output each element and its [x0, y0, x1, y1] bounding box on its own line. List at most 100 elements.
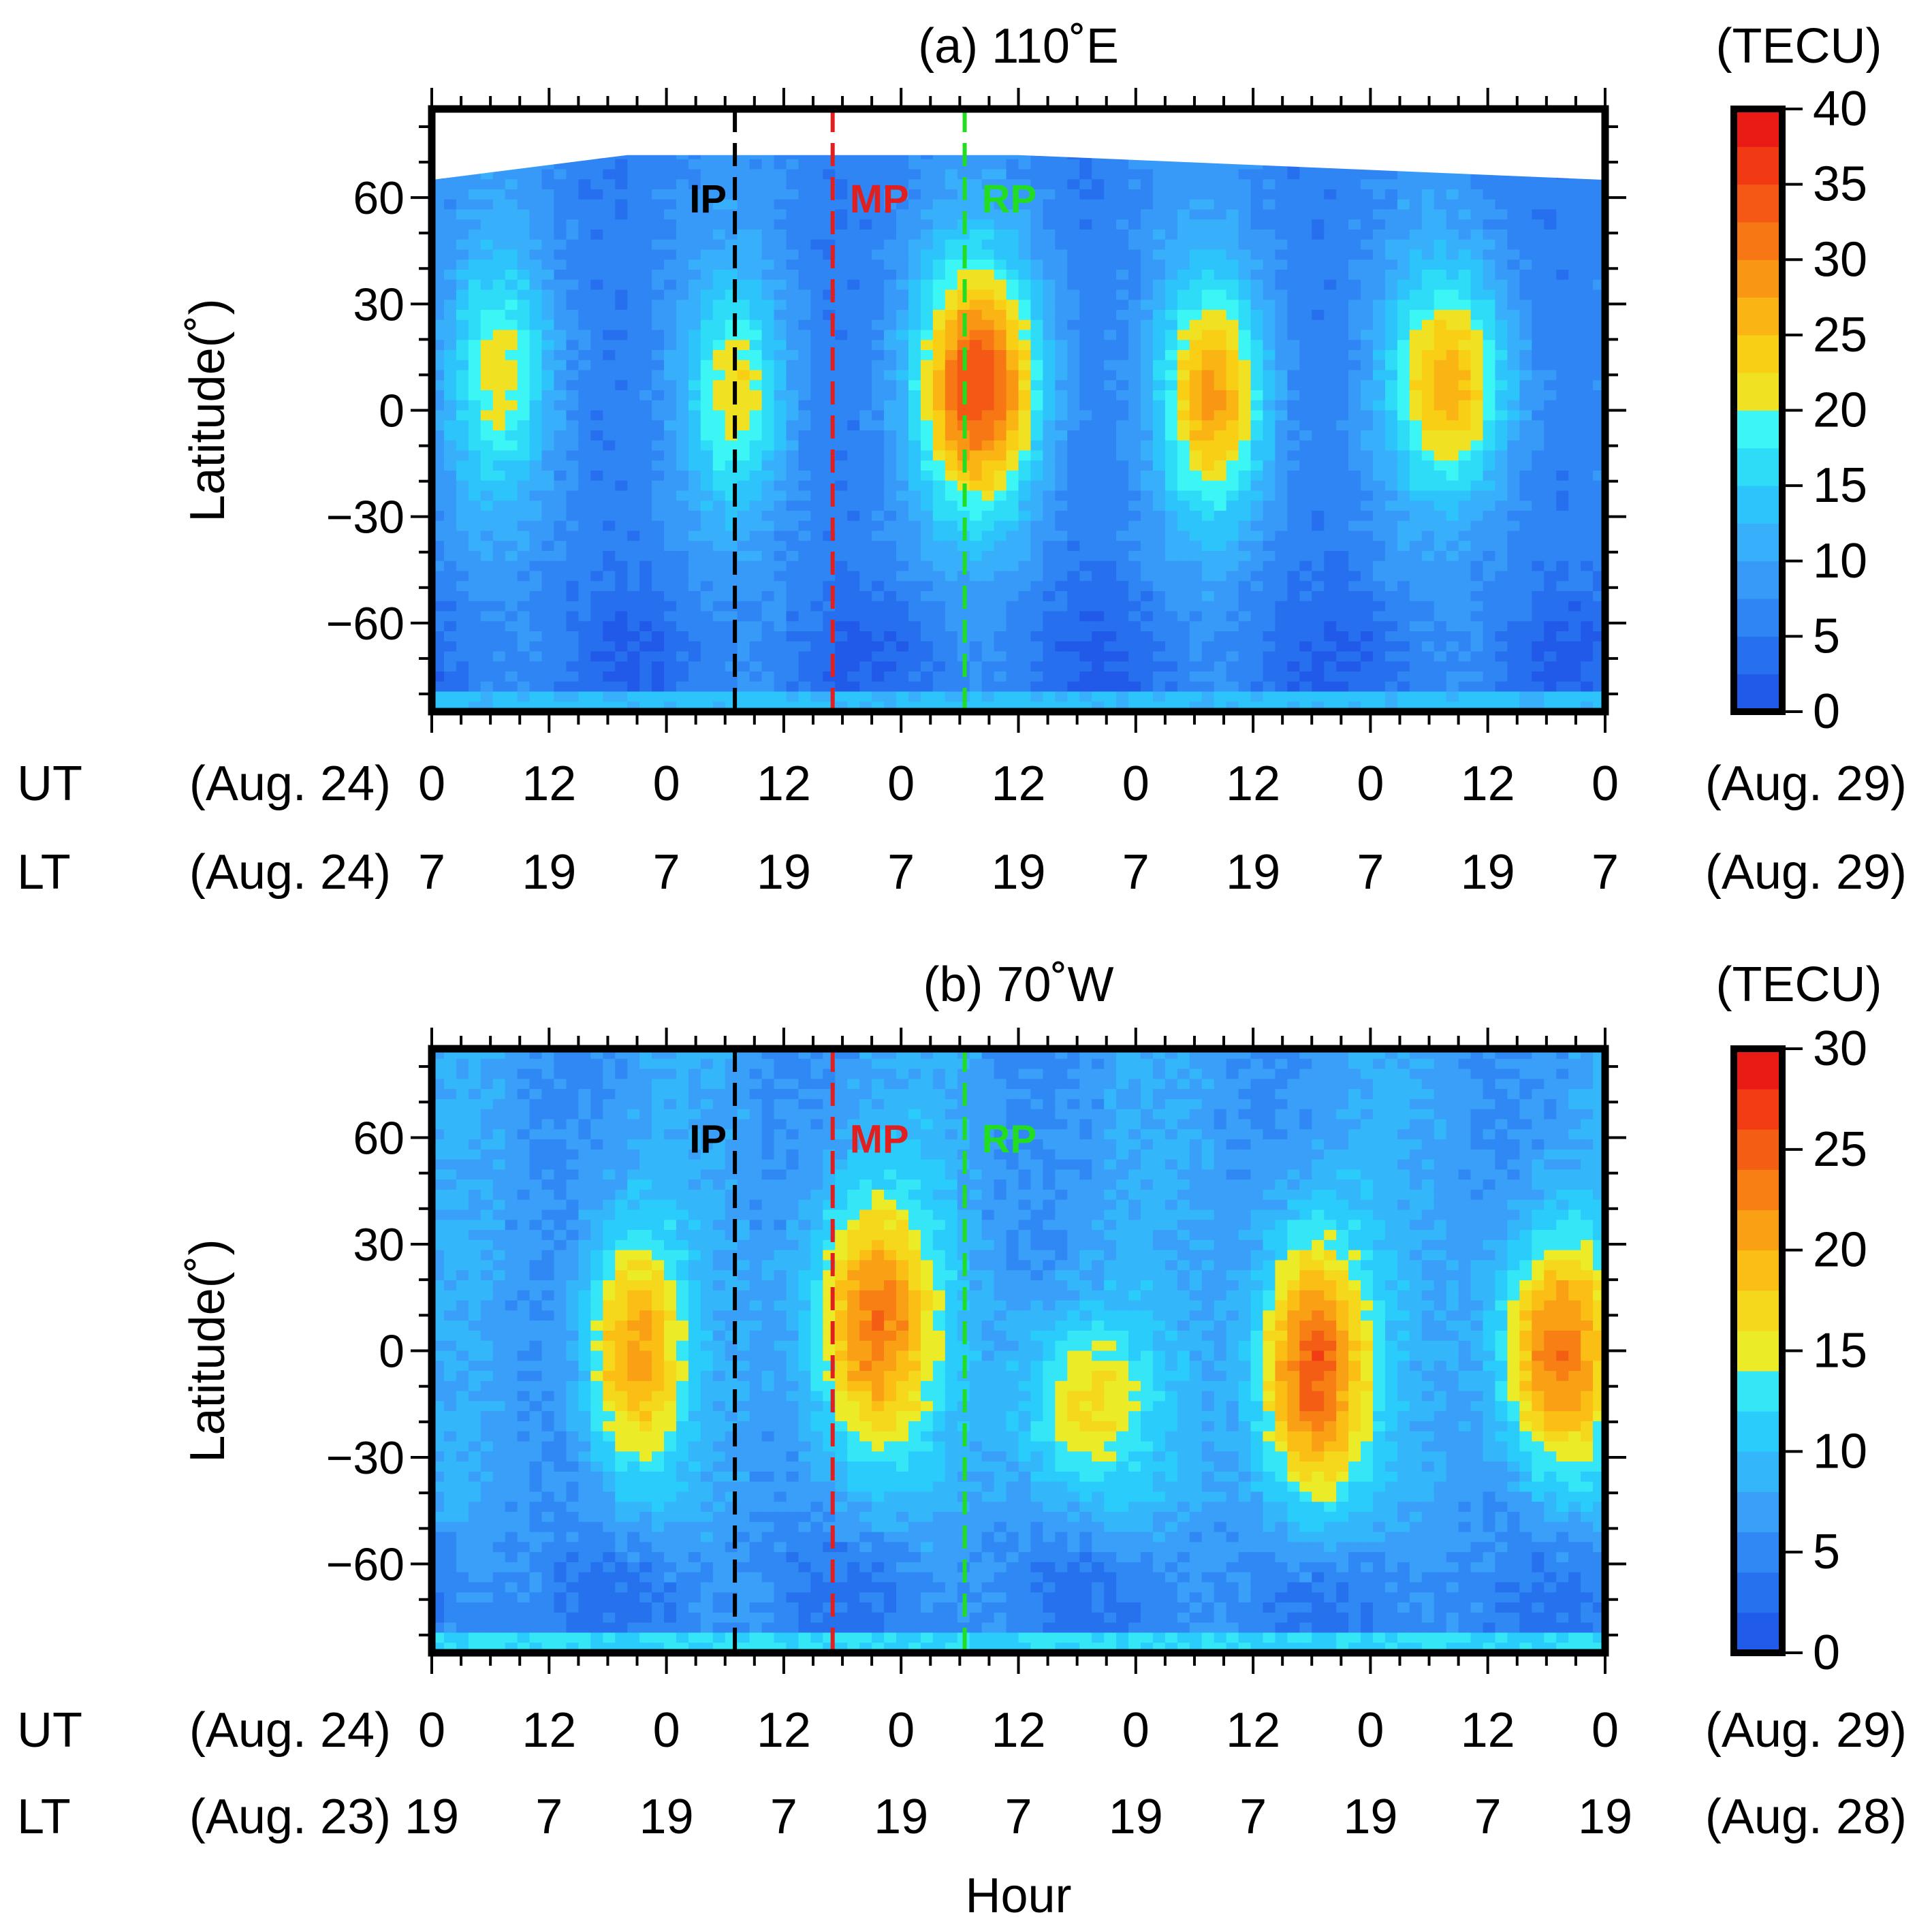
tec-cell — [884, 279, 897, 291]
tec-cell — [1189, 279, 1203, 291]
tec-cell — [590, 480, 603, 492]
tec-cell — [1287, 400, 1300, 411]
tec-cell — [859, 530, 872, 541]
tec-cell — [847, 259, 860, 270]
tec-cell — [1226, 370, 1239, 381]
tec-cell — [932, 169, 946, 180]
tec-cell — [872, 229, 885, 240]
tec-cell — [1568, 239, 1581, 251]
tec-cell — [443, 340, 457, 351]
tec-cell — [896, 199, 909, 210]
tec-cell — [981, 471, 995, 481]
tec-cell — [1177, 229, 1190, 240]
tec-cell — [1177, 420, 1190, 431]
tec-cell — [480, 420, 494, 431]
tec-cell — [1384, 410, 1398, 421]
tec-cell — [1324, 179, 1337, 190]
tec-cell — [1214, 520, 1227, 532]
tec-cell — [1043, 530, 1056, 541]
tec-cell — [554, 380, 567, 391]
tec-cell — [1263, 330, 1276, 341]
tec-cell — [1214, 430, 1227, 441]
tec-cell — [810, 551, 823, 562]
tec-cell — [847, 169, 860, 180]
tec-cell — [443, 350, 457, 361]
tec-cell — [529, 541, 543, 552]
tec-cell — [1532, 319, 1545, 331]
tec-cell — [1030, 239, 1043, 251]
tec-cell — [1104, 560, 1117, 572]
tec-cell — [1263, 480, 1276, 492]
tec-cell — [908, 209, 921, 220]
tec-cell — [1299, 259, 1312, 270]
tec-cell — [1214, 571, 1227, 582]
tec-cell — [554, 601, 567, 612]
tec-cell — [1299, 310, 1312, 321]
tec-cell — [468, 249, 481, 260]
tec-cell — [969, 460, 983, 471]
tec-cell — [627, 239, 640, 251]
tec-cell — [1104, 611, 1117, 622]
tec-cell — [1189, 621, 1203, 632]
tec-cell — [615, 350, 628, 361]
tec-cell — [1446, 279, 1459, 291]
tec-cell — [1140, 279, 1154, 291]
tec-cell — [835, 300, 848, 311]
tec-cell — [945, 169, 958, 180]
tec-cell — [1152, 400, 1166, 411]
tec-cell — [639, 340, 652, 351]
tec-cell — [920, 490, 934, 501]
tec-cell — [932, 480, 946, 492]
tec-cell — [920, 420, 934, 431]
tec-cell — [578, 541, 591, 552]
tec-cell — [896, 621, 909, 632]
tec-cell — [1043, 560, 1056, 572]
tec-cell — [908, 501, 921, 511]
tec-cell — [774, 319, 787, 331]
tec-cell — [835, 611, 848, 622]
tec-cell — [529, 530, 543, 541]
tec-cell — [932, 560, 946, 572]
tec-cell — [1287, 621, 1300, 632]
tec-cell — [884, 229, 897, 240]
tec-cell — [1312, 430, 1325, 441]
tec-cell — [847, 209, 860, 220]
tec-cell — [945, 189, 958, 200]
tec-cell — [505, 460, 518, 471]
tec-cell — [688, 530, 701, 541]
tec-cell — [1372, 279, 1386, 291]
tec-cell — [639, 450, 652, 461]
tec-cell — [1043, 209, 1056, 220]
tec-cell — [981, 229, 995, 240]
tec-cell — [578, 370, 591, 381]
tec-cell — [688, 229, 701, 240]
tec-cell — [676, 259, 689, 270]
tec-cell — [1140, 199, 1154, 210]
tec-cell — [896, 541, 909, 552]
tec-cell — [798, 511, 811, 522]
tec-cell — [1177, 199, 1190, 210]
tec-cell — [639, 551, 652, 562]
tec-cell — [859, 289, 872, 300]
tec-cell — [725, 440, 738, 452]
tec-cell — [1495, 581, 1508, 592]
tec-cell — [847, 621, 860, 632]
tec-cell — [652, 270, 665, 281]
tec-cell — [1397, 189, 1410, 200]
tec-cell — [541, 480, 555, 492]
tec-cell — [468, 471, 481, 481]
tec-cell — [480, 380, 494, 391]
tec-cell — [994, 490, 1007, 501]
tec-cell — [505, 179, 518, 190]
tec-cell — [1287, 249, 1300, 260]
tec-cell — [700, 390, 714, 401]
tec-cell — [712, 310, 726, 321]
tec-cell — [810, 289, 823, 300]
tec-cell — [1581, 229, 1594, 240]
tec-cell — [1336, 450, 1349, 461]
tec-cell — [908, 340, 921, 351]
tec-cell — [1397, 501, 1410, 511]
tec-cell — [737, 591, 750, 602]
tec-cell — [1263, 390, 1276, 401]
tec-cell — [700, 279, 714, 291]
